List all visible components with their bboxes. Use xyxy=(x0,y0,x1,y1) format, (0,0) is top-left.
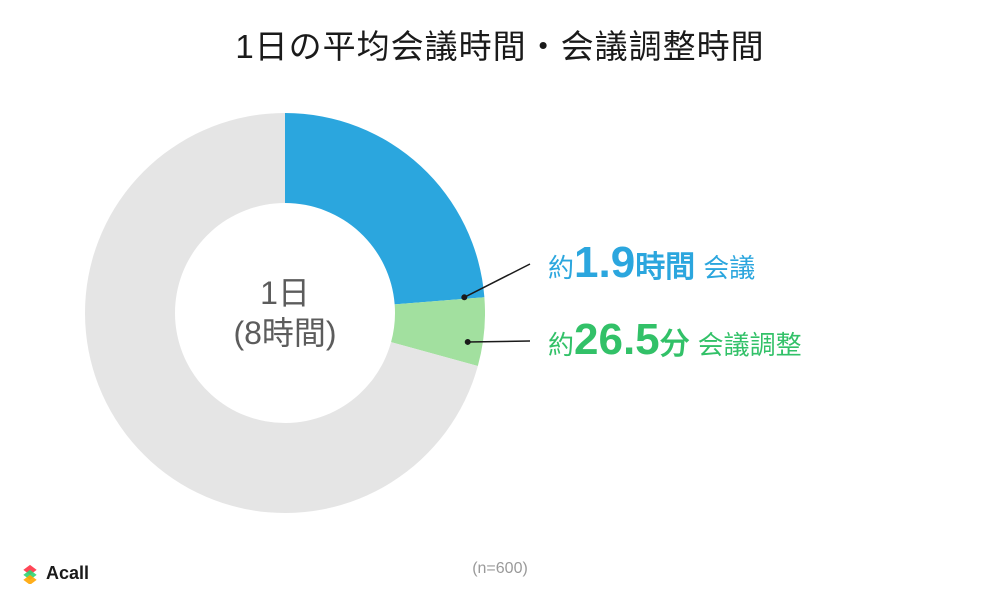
callout-meetings: 約1.9時間会議 xyxy=(548,238,755,288)
donut-center-label: 1日 (8時間) xyxy=(85,113,485,513)
center-line2: (8時間) xyxy=(233,313,336,353)
callout-what: 会議 xyxy=(703,253,755,283)
brand: Acall xyxy=(20,563,89,584)
callout-pre: 約 xyxy=(548,330,574,360)
callout-scheduling: 約26.5分会議調整 xyxy=(548,315,802,365)
brand-logo-icon xyxy=(20,564,40,584)
page-title: 1日の平均会議時間・会議調整時間 xyxy=(0,0,1000,68)
brand-name: Acall xyxy=(46,563,89,584)
center-line1: 1日 xyxy=(260,273,310,313)
sample-size: (n=600) xyxy=(472,560,528,578)
footer: Acall (n=600) xyxy=(0,560,1000,590)
callout-value: 26.5 xyxy=(574,315,660,364)
chart-area: 1日 (8時間) 約1.9時間会議約26.5分会議調整 xyxy=(0,68,1000,548)
callout-value: 1.9 xyxy=(574,238,635,287)
callout-unit: 分 xyxy=(660,328,690,361)
callout-unit: 時間 xyxy=(635,251,695,284)
callout-what: 会議調整 xyxy=(698,330,802,360)
callout-pre: 約 xyxy=(548,253,574,283)
